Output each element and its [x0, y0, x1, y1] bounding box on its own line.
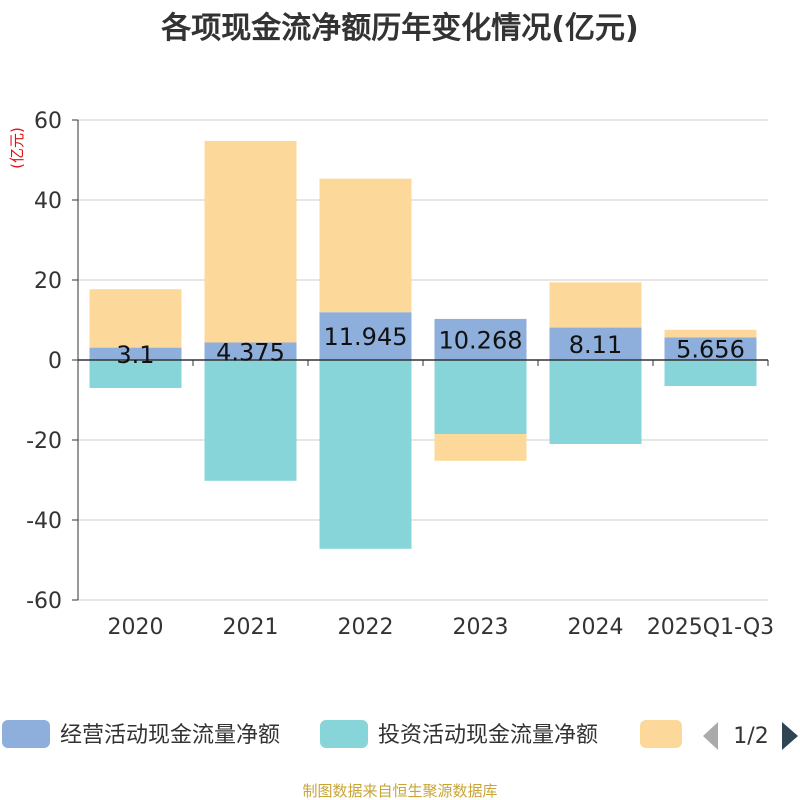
y-axis-label: (亿元) — [8, 127, 26, 169]
bar-series1-2022[interactable] — [319, 360, 412, 549]
data-label-operating: 8.11 — [569, 331, 622, 359]
legend-item-operating[interactable]: 经营活动现金流量净额 — [2, 720, 280, 748]
x-tick-label: 2022 — [338, 615, 394, 640]
bar-series0-2020[interactable] — [89, 347, 182, 360]
legend-item-investing[interactable]: 投资活动现金流量净额 — [320, 720, 598, 748]
bar-series2-2025Q1-Q3[interactable] — [664, 329, 757, 338]
legend-next-page-icon[interactable] — [782, 722, 798, 750]
bar-series2-2020[interactable] — [89, 289, 182, 348]
data-labels: 3.1 4.375 11.945 10.268 8.11 5.656 — [116, 323, 744, 369]
footer-source: 制图数据来自恒生聚源数据库 — [302, 782, 497, 800]
bar-series0-2023[interactable] — [434, 318, 527, 360]
x-tick-label: 2021 — [223, 615, 279, 640]
x-tick-label: 2024 — [568, 615, 624, 640]
bar-series2-2023[interactable] — [434, 434, 527, 461]
y-tick-label: -60 — [26, 589, 62, 614]
bar-series0-2025Q1-Q3[interactable] — [664, 337, 757, 360]
bar-series0-2022[interactable] — [319, 312, 412, 360]
bar-series1-2024[interactable] — [549, 360, 642, 444]
x-tick-label: 2025Q1-Q3 — [647, 615, 774, 640]
bar-series1-2023[interactable] — [434, 360, 527, 434]
bar-series0-2021[interactable] — [204, 342, 297, 361]
bars — [89, 140, 757, 549]
bar-series2-2024[interactable] — [549, 282, 642, 328]
x-tick-label: 2020 — [108, 615, 164, 640]
data-label-operating: 4.375 — [216, 338, 285, 366]
legend-swatch-investing — [320, 720, 368, 748]
y-tick-label: 0 — [48, 349, 62, 374]
data-label-operating: 11.945 — [324, 323, 408, 351]
bar-series2-2021[interactable] — [204, 140, 297, 343]
data-label-operating: 10.268 — [439, 326, 523, 354]
legend-label-operating: 经营活动现金流量净额 — [60, 723, 280, 748]
legend-swatch-financing — [640, 720, 682, 748]
y-tick-label: -20 — [26, 429, 62, 454]
bar-series1-2020[interactable] — [89, 360, 182, 388]
legend-swatch-operating — [2, 720, 50, 748]
legend-page-indicator: 1/2 — [733, 724, 768, 749]
chart-title: 各项现金流净额历年变化情况(亿元) — [160, 11, 638, 46]
axes: 60 40 20 0 -20 -40 -60 2020 2021 2022 2023 2024 2025… — [26, 109, 774, 640]
legend: 经营活动现金流量净额 投资活动现金流量净额 1/2 — [2, 720, 798, 750]
x-tick-label: 2023 — [453, 615, 509, 640]
legend-prev-page-icon[interactable] — [703, 722, 718, 750]
y-tick-label: -40 — [26, 509, 62, 534]
y-tick-label: 60 — [34, 109, 62, 134]
legend-item-financing[interactable] — [640, 720, 682, 748]
y-tick-label: 20 — [34, 269, 62, 294]
data-label-operating: 5.656 — [676, 336, 745, 364]
bar-series2-2022[interactable] — [319, 178, 412, 313]
y-tick-label: 40 — [34, 189, 62, 214]
bar-series0-2024[interactable] — [549, 327, 642, 360]
legend-label-investing: 投资活动现金流量净额 — [378, 723, 598, 748]
data-label-operating: 3.1 — [116, 341, 154, 369]
bar-series1-2025Q1-Q3[interactable] — [664, 360, 757, 386]
bar-series1-2021[interactable] — [204, 360, 297, 481]
